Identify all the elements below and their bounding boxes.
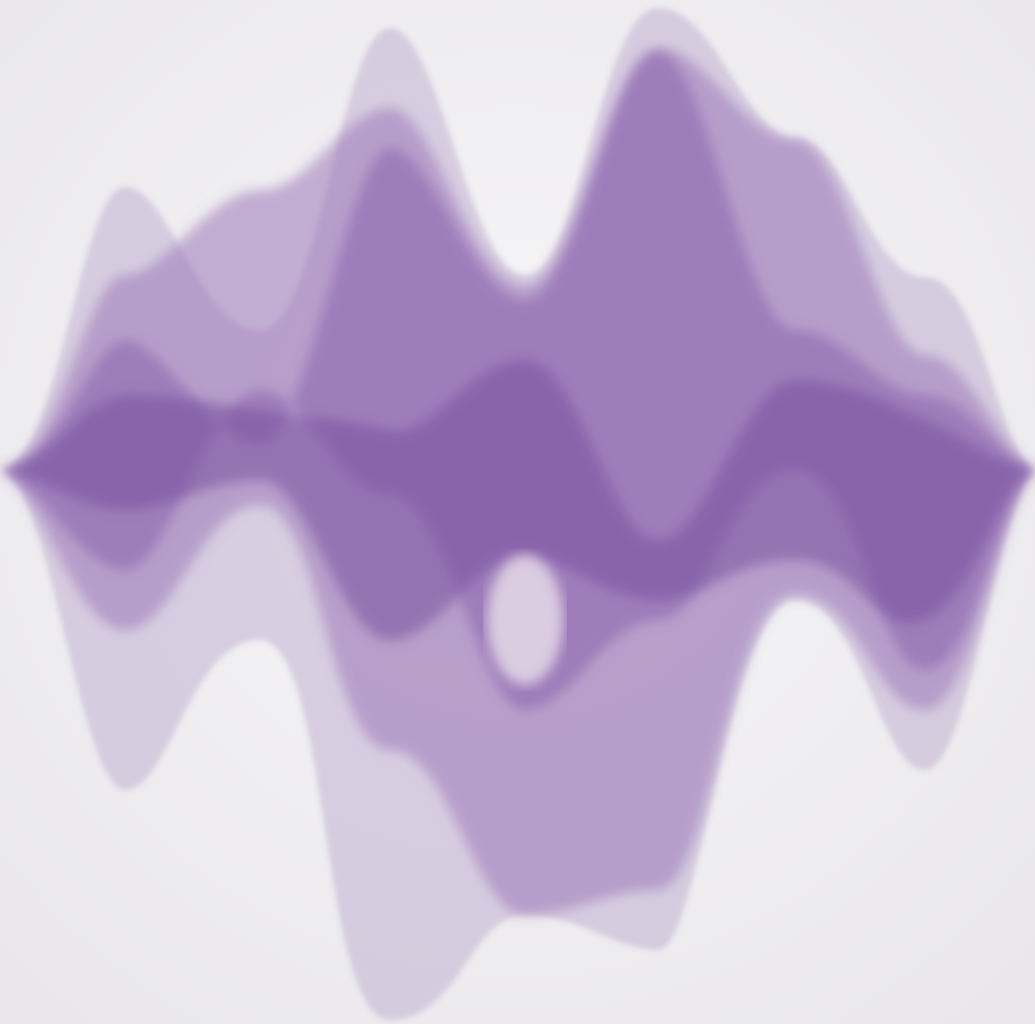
wave-core xyxy=(0,360,1035,640)
highlight xyxy=(487,555,563,685)
